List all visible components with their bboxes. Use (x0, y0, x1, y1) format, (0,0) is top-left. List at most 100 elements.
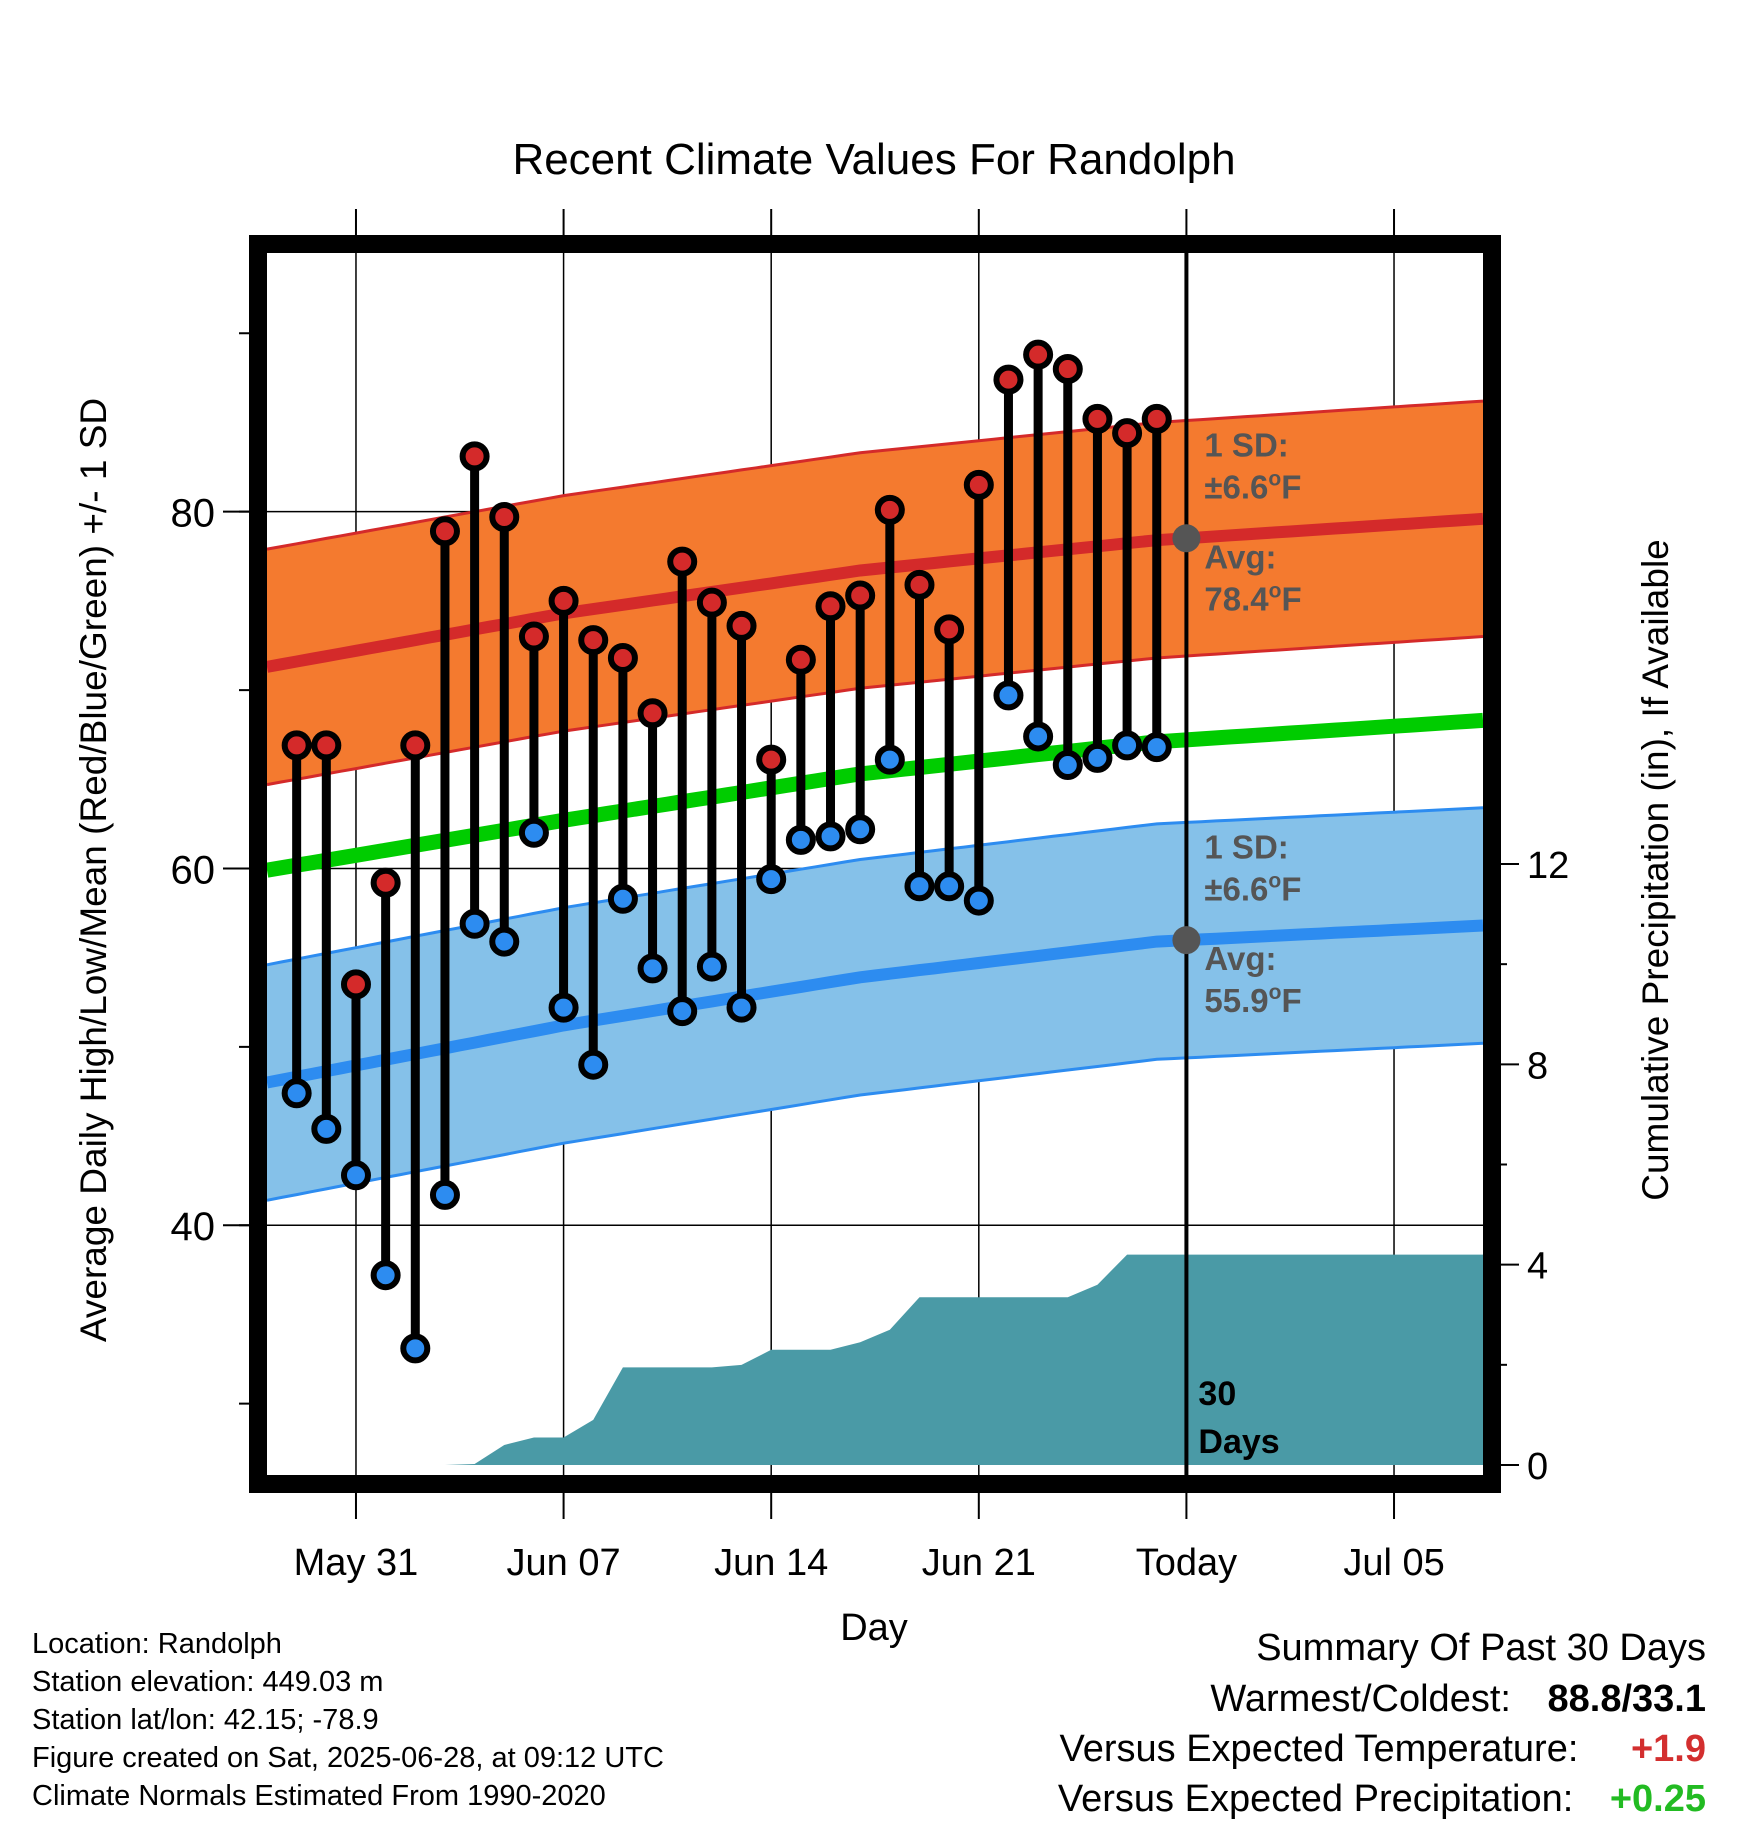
daily-high-point (489, 502, 520, 533)
y-tick-label: 80 (171, 492, 216, 536)
daily-low-point (281, 1078, 312, 1109)
daily-high-point (637, 698, 668, 729)
daily-high-point (281, 730, 312, 761)
daily-high-point (400, 730, 431, 761)
daily-high-point (934, 614, 965, 645)
x-axis-label: Day (840, 1607, 908, 1649)
daily-low-point (1082, 742, 1113, 773)
y2-tick-label: 4 (1527, 1246, 1548, 1288)
daily-low-point (548, 992, 579, 1023)
daily-low-point (400, 1333, 431, 1364)
daily-low-point (637, 953, 668, 984)
today-avg-high-marker (1172, 524, 1201, 553)
warmest-coldest-label: Warmest/Coldest: (1210, 1678, 1511, 1720)
daily-low-point (489, 926, 520, 957)
low-sd-value: ±6.6oF (1204, 869, 1301, 907)
period-length-number: 30 (1198, 1375, 1236, 1413)
daily-high-point (548, 585, 579, 616)
daily-low-point (667, 996, 698, 1027)
warmest-coldest-value: 88.8/33.1 (1547, 1678, 1706, 1720)
daily-low-point (874, 744, 905, 775)
daily-low-point (370, 1260, 401, 1291)
x-tick-label: Jul 05 (1343, 1542, 1444, 1584)
daily-low-point (459, 908, 490, 939)
low-avg-value: 55.9oF (1204, 981, 1301, 1019)
warmest-coldest-row: Warmest/Coldest: 88.8/33.1 (1210, 1678, 1706, 1721)
high-sd-label: 1 SD: (1204, 427, 1288, 464)
daily-high-point (578, 625, 609, 656)
daily-low-point (578, 1049, 609, 1080)
latlon-text: Station lat/lon: 42.15; -78.9 (32, 1704, 379, 1736)
daily-low-point (518, 817, 549, 848)
daily-high-point (904, 569, 935, 600)
location-text: Location: Randolph (32, 1628, 282, 1660)
temperature-row: Versus Expected Temperature: +1.9 (1059, 1728, 1706, 1771)
daily-high-point (518, 621, 549, 652)
low-sd-lower-line (266, 1041, 1484, 1202)
daily-high-point (874, 494, 905, 525)
daily-high-point (340, 969, 371, 1000)
daily-low-point (934, 871, 965, 902)
daily-high-point (429, 516, 460, 547)
daily-high-point (459, 441, 490, 472)
station-info: Location: Randolph Station elevation: 44… (32, 1625, 664, 1815)
daily-low-point (607, 883, 638, 914)
daily-low-point (1112, 730, 1143, 761)
daily-high-point (963, 469, 994, 500)
daily-high-point (1141, 403, 1172, 434)
high-sd-lower-line (266, 635, 1484, 787)
y-tick-label: 60 (171, 848, 216, 892)
y-tick-label: 40 (171, 1205, 216, 1249)
daily-high-point (726, 610, 757, 641)
normals-text: Climate Normals Estimated From 1990-2020 (32, 1780, 606, 1812)
high-avg-value: 78.4oF (1204, 579, 1301, 617)
x-tick-label: Jun 21 (922, 1542, 1036, 1584)
precipitation-anomaly: +0.25 (1609, 1778, 1706, 1820)
daily-high-point (756, 744, 787, 775)
daily-low-point (904, 871, 935, 902)
x-tick-label: Today (1136, 1542, 1237, 1584)
daily-high-point (1052, 353, 1083, 384)
daily-low-point (726, 992, 757, 1023)
daily-low-point (756, 864, 787, 895)
daily-high-point (1023, 339, 1054, 370)
daily-high-point (667, 546, 698, 577)
today-avg-low-marker (1172, 926, 1201, 955)
y2-axis-label: Cumulative Precipitation (in), If Availa… (1635, 539, 1676, 1201)
daily-low-point (340, 1160, 371, 1191)
daily-high-point (785, 644, 816, 675)
chart-title: Recent Climate Values For Randolph (512, 135, 1235, 184)
low-sd-label: 1 SD: (1204, 828, 1288, 865)
precipitation-label: Versus Expected Precipitation: (1057, 1778, 1574, 1820)
avg-mean-line (265, 712, 1484, 878)
daily-low-point (696, 951, 727, 982)
daily-high-point (370, 867, 401, 898)
plot-frame (249, 235, 1501, 1493)
y2-tick-label: 8 (1527, 1045, 1548, 1087)
created-text: Figure created on Sat, 2025-06-28, at 09… (32, 1742, 664, 1774)
precipitation-area (267, 1254, 1483, 1465)
low-avg-label: Avg: (1204, 940, 1276, 977)
avg-high-line (265, 512, 1484, 673)
low-sd-band (267, 807, 1483, 1201)
daily-low-point (785, 824, 816, 855)
daily-low-point (1052, 749, 1083, 780)
temperature-label: Versus Expected Temperature: (1059, 1728, 1579, 1770)
daily-high-point (607, 642, 638, 673)
summary-title: Summary Of Past 30 Days (1256, 1627, 1706, 1669)
y2-tick-label: 12 (1527, 845, 1569, 887)
x-tick-label: May 31 (294, 1542, 419, 1584)
daily-high-point (1112, 418, 1143, 449)
daily-high-point (696, 587, 727, 618)
daily-low-point (963, 885, 994, 916)
daily-low-point (1141, 732, 1172, 763)
avg-low-line (265, 919, 1484, 1089)
daily-high-point (815, 591, 846, 622)
y-axis-label: Average Daily High/Low/Mean (Red/Blue/Gr… (73, 398, 114, 1342)
daily-low-point (993, 680, 1024, 711)
high-avg-label: Avg: (1204, 538, 1276, 575)
period-length-label: Days (1198, 1423, 1279, 1461)
high-sd-band (267, 401, 1483, 785)
daily-high-point (993, 364, 1024, 395)
